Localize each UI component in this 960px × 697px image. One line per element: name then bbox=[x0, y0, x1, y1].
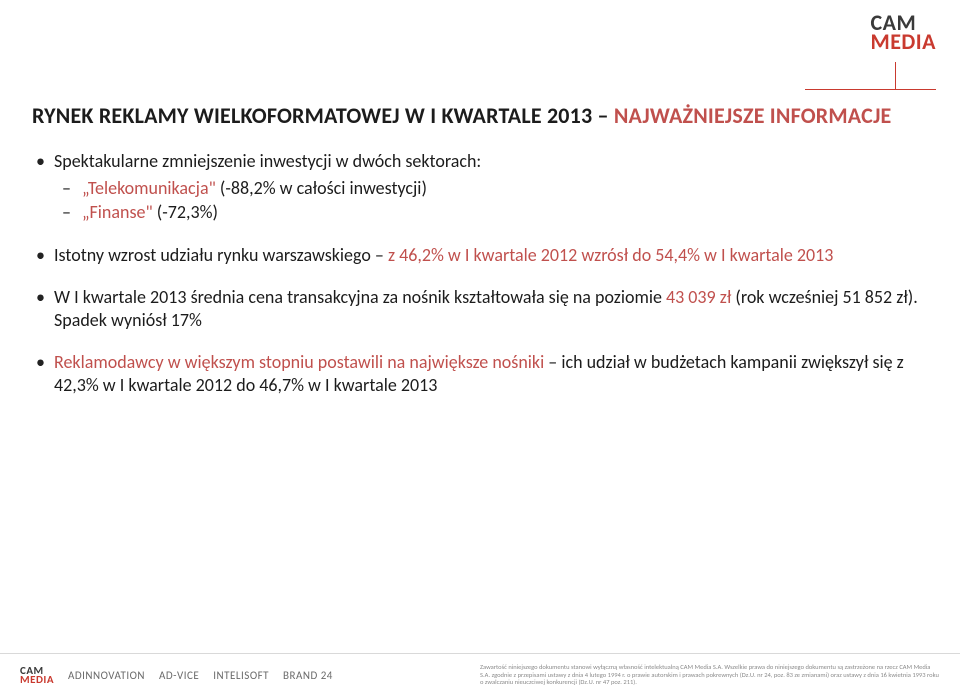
bullet-4: Reklamodawcy w większym stopniu postawil… bbox=[32, 351, 920, 396]
slide: CAM MEDIA RYNEK REKLAMY WIELKOFORMATOWEJ… bbox=[0, 0, 960, 697]
footer-brand-2: AD-VICE bbox=[159, 669, 199, 682]
footer-brand-3: INTELISOFT bbox=[213, 669, 269, 682]
content-body: Spektakularne zmniejszenie inwestycji w … bbox=[32, 150, 920, 416]
bullet-2: Istotny wzrost udziału rynku warszawskie… bbox=[32, 244, 920, 267]
footer-legal: Zawartość niniejszego dokumentu stanowi … bbox=[480, 664, 940, 687]
bullet-1: Spektakularne zmniejszenie inwestycji w … bbox=[32, 150, 920, 224]
bullet-1-sub-1: „Telekomunikacja" (-88,2% w całości inwe… bbox=[54, 177, 920, 200]
footer-brand-1: ADINNOVATION bbox=[68, 669, 145, 682]
accent-divider bbox=[805, 62, 936, 90]
logo-line2: MEDIA bbox=[870, 33, 936, 52]
bullet-3: W I kwartale 2013 średnia cena transakcy… bbox=[32, 286, 920, 331]
footer-brand-4: BRAND 24 bbox=[283, 669, 333, 682]
footer-logo: CAM MEDIA bbox=[20, 667, 54, 685]
bullet-1-sub-2: „Finanse" (-72,3%) bbox=[54, 201, 920, 224]
footer: CAM MEDIA ADINNOVATION AD-VICE INTELISOF… bbox=[0, 653, 960, 697]
title-red: NAJWAŻNIEJSZE INFORMACJE bbox=[614, 102, 892, 129]
page-title: RYNEK REKLAMY WIELKOFORMATOWEJ W I KWART… bbox=[32, 102, 892, 129]
logo-top: CAM MEDIA bbox=[870, 14, 936, 51]
title-black: RYNEK REKLAMY WIELKOFORMATOWEJ W I KWART… bbox=[32, 102, 614, 129]
footer-left: CAM MEDIA ADINNOVATION AD-VICE INTELISOF… bbox=[20, 667, 333, 685]
